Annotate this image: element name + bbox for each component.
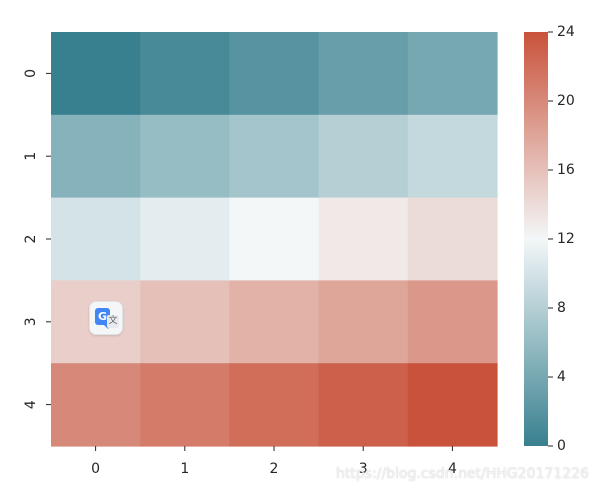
heatmap-cell-r3-c4: [407, 280, 498, 364]
heatmap-cell-r0-c2: [229, 32, 320, 116]
heatmap-cell-r2-c3: [318, 197, 409, 281]
heatmap-cell-r2-c2: [229, 197, 320, 281]
heatmap-cell-r4-c0: [51, 363, 141, 447]
x-tick-label: 4: [448, 461, 457, 477]
heatmap-cell-r4-c1: [140, 363, 230, 447]
watermark-text: https://blog.csdn.net/HHG20171226: [336, 466, 589, 482]
y-tick-label: 4: [23, 400, 39, 409]
y-tick-label: 0: [23, 69, 39, 78]
colorbar-tick-label: 24: [557, 24, 575, 40]
heatmap-cell-r4-c2: [229, 363, 320, 447]
colorbar-tick-label: 20: [557, 93, 575, 109]
heatmap-cell-r0-c0: [51, 32, 141, 116]
heatmap-cell-r3-c3: [318, 280, 409, 364]
heatmap-cell-r1-c4: [407, 114, 498, 199]
heatmap-cell-r1-c1: [140, 114, 230, 199]
heatmap-cell-r4-c3: [318, 363, 409, 447]
x-tick-label: 3: [359, 461, 368, 477]
heatmap-cell-r0-c1: [140, 32, 230, 116]
y-tick-label: 3: [23, 317, 39, 326]
x-tick-label: 2: [270, 461, 279, 477]
colorbar-tick-label: 0: [557, 438, 566, 454]
heatmap-cell-r3-c1: [140, 280, 230, 364]
heatmap-cell-r2-c4: [407, 197, 498, 281]
heatmap-cell-r4-c4: [407, 363, 498, 447]
colorbar-tick-label: 16: [557, 162, 575, 178]
heatmap-cell-r1-c3: [318, 114, 409, 199]
colorbar-tick-label: 4: [557, 369, 566, 385]
heatmap-cell-r1-c0: [51, 114, 141, 199]
heatmap-cell-r2-c0: [51, 197, 141, 281]
x-tick-label: 1: [180, 461, 189, 477]
google-translate-icon[interactable]: G 文: [89, 301, 123, 335]
colorbar-tick-label: 8: [557, 300, 566, 316]
heatmap-cell-r0-c3: [318, 32, 409, 116]
heatmap-cell-r0-c4: [407, 32, 498, 116]
colorbar: [524, 32, 548, 446]
heatmap-cell-r3-c2: [229, 280, 320, 364]
heatmap-cell-r1-c2: [229, 114, 320, 199]
colorbar-tick-label: 12: [557, 231, 575, 247]
y-tick-label: 2: [23, 235, 39, 244]
y-tick-label: 1: [23, 152, 39, 161]
heatmap-cell-r2-c1: [140, 197, 230, 281]
translate-wen-glyph: 文: [107, 315, 119, 328]
x-tick-label: 0: [91, 461, 100, 477]
